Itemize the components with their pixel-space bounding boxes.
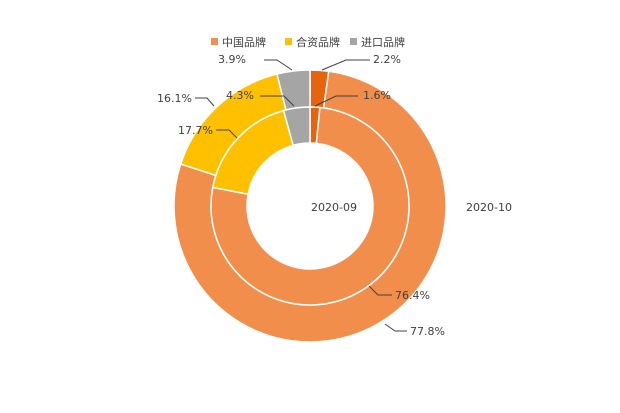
inner-leader-line-other bbox=[314, 95, 358, 107]
legend-label-domestic: 中国品牌 bbox=[222, 35, 266, 49]
inner-leader-line-joint-venture bbox=[216, 129, 238, 139]
legend-swatch-joint-venture bbox=[285, 38, 292, 45]
inner-data-label-imported: 4.3% bbox=[226, 89, 254, 102]
legend: 中国品牌 合资品牌 进口品牌 bbox=[211, 35, 405, 49]
inner-ring-slice-imported bbox=[282, 106, 311, 147]
legend-swatch-imported bbox=[350, 38, 357, 45]
outer-data-label-joint-venture: 16.1% bbox=[157, 92, 192, 105]
legend-swatch-domestic bbox=[211, 38, 218, 45]
outer-series-name: 2020-10 bbox=[466, 201, 512, 214]
data-labels: 77.8% 16.1% 3.9% 2.2% 76.4% 17.7% 4.3% 1.6% bbox=[157, 53, 445, 338]
legend-label-imported: 进口品牌 bbox=[361, 35, 405, 49]
outer-data-label-imported: 3.9% bbox=[218, 53, 246, 66]
outer-leader-line-joint-venture bbox=[195, 97, 215, 107]
outer-data-label-other: 2.2% bbox=[373, 53, 401, 66]
outer-leader-line-domestic bbox=[384, 323, 407, 332]
inner-data-label-joint-venture: 17.7% bbox=[178, 124, 213, 137]
inner-data-label-other: 1.6% bbox=[363, 89, 391, 102]
donut-rings bbox=[173, 69, 447, 343]
inner-leader-line-imported bbox=[260, 95, 295, 107]
outer-leader-line-other bbox=[321, 59, 370, 71]
legend-label-joint-venture: 合资品牌 bbox=[296, 35, 340, 49]
outer-data-label-domestic: 77.8% bbox=[410, 325, 445, 338]
inner-ring-slice-domestic bbox=[210, 106, 410, 306]
inner-data-label-domestic: 76.4% bbox=[395, 289, 430, 302]
inner-leader-line-domestic bbox=[368, 285, 392, 296]
inner-series-name: 2020-09 bbox=[311, 201, 357, 214]
outer-leader-line-imported bbox=[264, 59, 293, 71]
